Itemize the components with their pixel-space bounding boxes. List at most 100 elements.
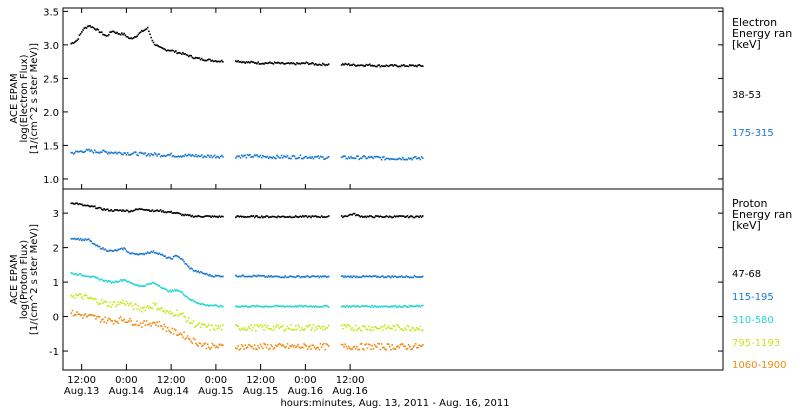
proton-data-point — [345, 305, 348, 308]
proton-data-point — [218, 215, 221, 217]
electron-data-point — [316, 64, 318, 66]
electron-data-point — [317, 155, 319, 157]
proton-data-point — [313, 329, 316, 332]
proton-data-point — [352, 275, 355, 277]
electron-data-point — [117, 151, 120, 154]
proton-data-point — [91, 205, 94, 208]
electron-data-point — [116, 152, 118, 155]
proton-data-point — [104, 248, 107, 251]
proton-data-point — [404, 327, 406, 329]
proton-data-point — [417, 305, 419, 308]
proton-data-point — [179, 332, 182, 335]
electron-data-point — [265, 156, 268, 159]
electron-data-point — [73, 152, 76, 154]
proton-data-point — [207, 323, 210, 326]
xtick-time-label: 0:00 — [115, 375, 137, 386]
proton-data-point — [97, 277, 100, 280]
proton-ytick-label: 1 — [53, 278, 59, 289]
electron-data-point — [282, 157, 284, 159]
proton-data-point — [286, 276, 289, 279]
electron-data-point — [113, 151, 116, 154]
proton-data-point — [197, 323, 200, 325]
proton-data-point — [76, 274, 78, 276]
proton-data-point — [116, 209, 118, 211]
proton-data-point — [202, 303, 204, 305]
proton-data-point — [327, 345, 330, 347]
proton-data-point — [327, 324, 330, 327]
electron-data-point — [390, 64, 392, 66]
proton-data-point — [121, 247, 123, 250]
proton-series-1060-1900 — [70, 309, 424, 351]
proton-data-point — [90, 205, 93, 207]
proton-data-point — [277, 305, 279, 308]
proton-data-point — [176, 289, 178, 291]
proton-data-point — [381, 305, 384, 308]
electron-data-point — [326, 64, 329, 66]
proton-data-point — [183, 331, 185, 334]
proton-data-point — [289, 305, 291, 308]
proton-data-point — [390, 305, 392, 307]
electron-data-point — [290, 157, 292, 160]
proton-data-point — [263, 215, 265, 218]
electron-data-point — [344, 155, 346, 158]
electron-data-point — [274, 61, 277, 64]
proton-data-point — [109, 249, 111, 252]
electron-data-point — [252, 61, 255, 63]
proton-data-point — [164, 288, 167, 290]
proton-data-point — [353, 328, 356, 331]
proton-data-point — [219, 304, 222, 307]
proton-data-point — [156, 284, 158, 286]
proton-data-point — [148, 209, 150, 211]
proton-data-point — [106, 250, 109, 252]
proton-data-point — [349, 276, 351, 279]
proton-data-point — [390, 276, 392, 279]
proton-ytick-label: 0 — [53, 313, 59, 324]
electron-data-point — [211, 59, 214, 62]
proton-data-point — [237, 325, 239, 327]
proton-data-point — [185, 295, 188, 298]
proton-data-point — [122, 320, 124, 322]
proton-data-point — [171, 327, 174, 330]
proton-data-point — [314, 275, 317, 278]
proton-data-point — [300, 327, 303, 329]
electron-data-point — [404, 158, 406, 161]
proton-data-point — [165, 310, 168, 312]
proton-data-point — [285, 305, 288, 308]
proton-data-point — [411, 305, 413, 307]
electron-data-point — [385, 157, 388, 160]
proton-data-point — [319, 327, 322, 330]
proton-data-point — [183, 294, 185, 296]
proton-data-point — [250, 324, 252, 326]
electron-data-point — [263, 155, 265, 158]
proton-data-point — [409, 329, 411, 331]
proton-data-point — [269, 327, 271, 330]
proton-data-point — [108, 317, 110, 320]
proton-data-point — [412, 216, 415, 219]
electron-data-point — [95, 29, 97, 31]
electron-data-point — [215, 156, 217, 159]
proton-data-point — [155, 302, 157, 305]
proton-data-point — [407, 343, 410, 346]
proton-data-point — [143, 209, 145, 211]
proton-data-point — [396, 215, 398, 217]
proton-data-point — [304, 215, 306, 217]
proton-data-point — [384, 276, 386, 278]
electron-data-point — [202, 156, 204, 159]
proton-data-point — [146, 323, 149, 326]
electron-data-point — [387, 65, 390, 68]
proton-data-point — [252, 348, 255, 350]
proton-data-point — [88, 205, 90, 207]
electron-data-point — [143, 153, 145, 155]
proton-data-point — [150, 325, 152, 327]
electron-data-point — [416, 157, 418, 160]
proton-data-point — [365, 275, 368, 278]
proton-data-point — [394, 304, 397, 307]
proton-data-point — [170, 258, 172, 260]
proton-legend-title-line: Proton — [732, 197, 767, 210]
proton-data-point — [125, 250, 128, 252]
electron-data-point — [104, 150, 107, 153]
proton-data-point — [260, 326, 263, 329]
proton-data-point — [250, 275, 252, 278]
proton-data-point — [359, 343, 362, 345]
proton-data-point — [192, 216, 195, 218]
